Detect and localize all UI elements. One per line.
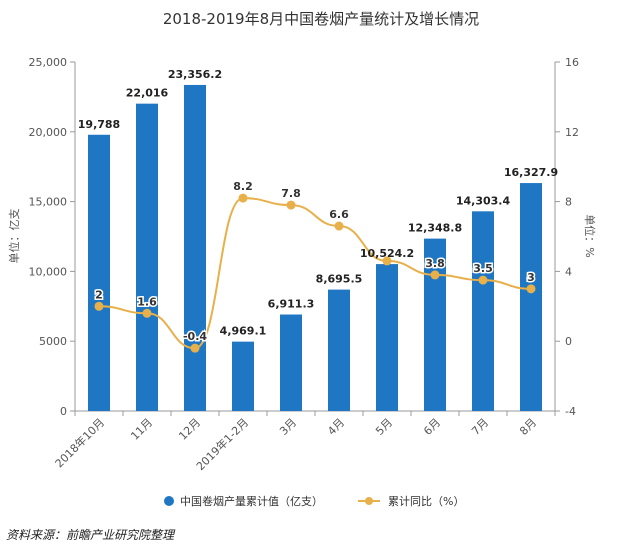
- line-point: [382, 256, 392, 266]
- line-value-label: 8.2: [233, 180, 253, 193]
- y-axis-title: 单位：亿支: [7, 209, 21, 264]
- bar-value-label: 19,788: [78, 118, 120, 131]
- y-tick-label: 0: [60, 405, 67, 418]
- legend-bar-label: 中国卷烟产量累计值（亿支）: [180, 494, 323, 508]
- line-value-label: 3.5: [473, 262, 493, 275]
- bar: [136, 103, 158, 411]
- x-tick-label: 8月: [517, 416, 539, 438]
- line-point: [190, 343, 200, 353]
- line-point: [526, 284, 536, 294]
- y2-axis-title: 单位：%: [583, 214, 597, 257]
- line-value-label: 2: [95, 288, 103, 301]
- line-point: [94, 301, 104, 311]
- bar: [520, 183, 542, 411]
- y-tick-label: 25,000: [29, 56, 68, 69]
- line-point: [238, 193, 248, 203]
- line-value-label: 3.8: [425, 257, 445, 270]
- legend-line-label: 累计同比（%）: [388, 495, 464, 508]
- bar-value-label: 14,303.4: [456, 194, 511, 207]
- bar: [232, 341, 254, 411]
- bar-value-label: 4,969.1: [220, 325, 267, 338]
- y2-tick-label: 12: [565, 126, 579, 139]
- bar-value-label: 16,327.9: [504, 166, 558, 179]
- line-point: [430, 270, 440, 280]
- line-point: [286, 200, 296, 210]
- x-tick-label: 6月: [421, 416, 443, 438]
- bar-value-label: 12,348.8: [408, 222, 462, 235]
- line-series: [98, 197, 532, 350]
- line-point: [478, 275, 488, 285]
- x-tick-label: 12月: [176, 416, 203, 443]
- y2-tick-label: 4: [565, 265, 572, 278]
- legend-line-marker: [365, 497, 373, 505]
- y-tick-label: 10,000: [29, 265, 68, 278]
- bar: [472, 211, 494, 411]
- bar: [328, 289, 350, 411]
- x-tick-label: 3月: [277, 416, 299, 438]
- source-note: 资料来源：前瞻产业研究院整理: [6, 528, 175, 542]
- x-tick-label: 2018年10月: [52, 415, 107, 470]
- x-tick-label: 11月: [128, 416, 155, 443]
- chart-title: 2018-2019年8月中国卷烟产量统计及增长情况: [162, 10, 480, 28]
- bar: [280, 314, 302, 411]
- x-tick-label: 5月: [373, 416, 395, 438]
- y2-tick-label: 0: [565, 335, 572, 348]
- y2-tick-label: -4: [565, 405, 576, 418]
- x-tick-label: 7月: [469, 416, 491, 438]
- y2-tick-label: 8: [565, 196, 572, 209]
- line-value-label: 3: [527, 271, 535, 284]
- bar: [424, 238, 446, 411]
- y2-tick-label: 16: [565, 56, 579, 69]
- bar: [184, 84, 206, 411]
- bar-value-label: 6,911.3: [268, 298, 315, 311]
- y-tick-label: 15,000: [29, 196, 68, 209]
- legend-bar-swatch: [164, 496, 174, 506]
- x-tick-label: 4月: [325, 416, 347, 438]
- bar-value-label: 10,524.2: [360, 247, 414, 260]
- bar-value-label: 23,356.2: [168, 68, 222, 81]
- bar-value-label: 8,695.5: [316, 273, 363, 286]
- line-value-label: 7.8: [281, 187, 301, 200]
- bar-value-label: 22,016: [126, 87, 169, 100]
- bar: [88, 134, 110, 411]
- line-point: [334, 221, 344, 231]
- chart-canvas: 0 5000 10,000 15,000 20,000 25,000 -4 0 4 8 12 16 单位…: [7, 56, 597, 508]
- line-value-label: 6.6: [329, 208, 349, 221]
- line-value-label: 1.6: [137, 295, 157, 308]
- line-point: [142, 308, 152, 318]
- y-tick-label: 5000: [39, 335, 67, 348]
- y-tick-label: 20,000: [29, 126, 68, 139]
- bar: [376, 264, 398, 411]
- line-value-label: -0.4: [183, 330, 207, 343]
